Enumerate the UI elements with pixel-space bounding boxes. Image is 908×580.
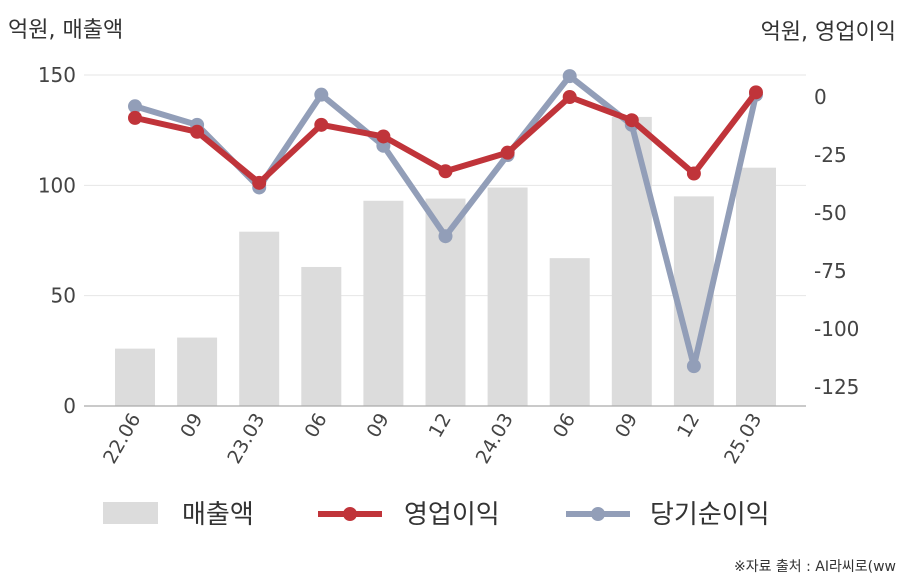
x-tick-label: 23.03 bbox=[223, 410, 269, 468]
bar bbox=[549, 258, 590, 406]
data-point bbox=[562, 69, 577, 84]
data-point bbox=[749, 85, 763, 100]
x-tick-label: 12 bbox=[425, 410, 456, 442]
bar bbox=[487, 187, 528, 406]
data-point bbox=[128, 99, 142, 114]
right-tick-label: -100 bbox=[814, 317, 859, 341]
bar bbox=[177, 337, 218, 406]
legend-swatch-sales bbox=[103, 502, 158, 524]
left-axis-label: 억원, 매출액 bbox=[8, 18, 123, 43]
left-tick-label: 0 bbox=[63, 394, 76, 418]
legend-marker-operating-profit bbox=[343, 507, 357, 521]
left-tick-label: 150 bbox=[38, 63, 76, 87]
data-point bbox=[500, 145, 515, 160]
data-point bbox=[438, 164, 453, 179]
line-series bbox=[128, 69, 763, 374]
x-tick-label: 09 bbox=[363, 410, 394, 442]
legend: 매출액 영업이익 당기순이익 bbox=[103, 500, 770, 530]
right-tick-label: -75 bbox=[814, 259, 847, 283]
right-tick-label: 0 bbox=[814, 85, 827, 109]
x-tick-label: 09 bbox=[176, 410, 207, 442]
bar bbox=[363, 200, 404, 406]
data-point bbox=[314, 117, 329, 132]
legend-label-net-income: 당기순이익 bbox=[650, 500, 770, 530]
data-point bbox=[314, 87, 329, 102]
right-tick-label: -50 bbox=[814, 201, 847, 225]
bar bbox=[736, 167, 776, 406]
x-tick-label: 25.03 bbox=[720, 410, 766, 468]
bar bbox=[611, 116, 652, 406]
source-note: ※자료 출처 : AI라씨로(ww bbox=[734, 559, 896, 575]
data-point bbox=[624, 113, 639, 128]
x-tick-label: 24.03 bbox=[472, 410, 518, 468]
data-point bbox=[686, 359, 701, 374]
x-tick-label: 06 bbox=[549, 410, 580, 442]
bar-series bbox=[115, 116, 776, 406]
x-tick-label: 09 bbox=[611, 410, 642, 442]
data-point bbox=[190, 124, 205, 139]
right-tick-label: -125 bbox=[814, 375, 859, 399]
left-tick-label: 50 bbox=[51, 284, 76, 308]
data-point bbox=[376, 129, 391, 144]
right-tick-label: -25 bbox=[814, 143, 847, 167]
data-point bbox=[252, 175, 267, 190]
right-axis-label: 억원, 영업이익 bbox=[761, 20, 896, 45]
data-point bbox=[686, 166, 701, 181]
data-point bbox=[438, 229, 453, 244]
data-point bbox=[128, 110, 142, 125]
legend-marker-net-income bbox=[591, 507, 605, 521]
x-tick-label: 06 bbox=[300, 410, 331, 442]
x-tick-label: 22.06 bbox=[99, 410, 145, 468]
legend-label-sales: 매출액 bbox=[182, 500, 254, 530]
bar bbox=[301, 266, 342, 406]
left-tick-label: 100 bbox=[38, 173, 76, 197]
x-tick-label: 12 bbox=[673, 410, 704, 442]
data-point bbox=[562, 90, 577, 104]
legend-label-operating-profit: 영업이익 bbox=[404, 500, 500, 530]
bar bbox=[239, 231, 280, 406]
bar bbox=[115, 348, 155, 406]
